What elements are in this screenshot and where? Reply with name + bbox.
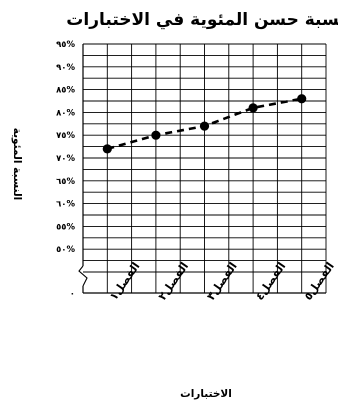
x-tick-label: الفصل٤ bbox=[253, 260, 288, 303]
y-tick-label: ٥٥% bbox=[56, 222, 75, 232]
y-tick-label: ٨٥% bbox=[56, 86, 75, 96]
data-point bbox=[248, 103, 258, 113]
y-tick-label: ٦٥% bbox=[56, 177, 75, 187]
chart-title: نسبة حسن المئوية في الاختبارات bbox=[66, 10, 338, 30]
y-tick-label: ٩٥% bbox=[56, 40, 75, 50]
grid bbox=[83, 43, 327, 293]
y-tick-label: ٨٠% bbox=[56, 108, 75, 118]
x-tick-label: الفصل١ bbox=[107, 260, 142, 303]
y-tick-label: ٥٠% bbox=[56, 245, 75, 255]
y-axis-label: النسبة المئوية bbox=[11, 128, 23, 201]
y-tick-label: ٦٠% bbox=[56, 200, 75, 210]
x-axis-label: الاختبارات bbox=[180, 388, 232, 400]
x-tick-label: الفصل٢ bbox=[156, 260, 191, 303]
data-point bbox=[151, 130, 161, 140]
x-tick-label: الفصل٣ bbox=[204, 260, 239, 303]
y-tick-label: ٠ bbox=[70, 289, 75, 299]
y-tick-label: ٩٠% bbox=[56, 63, 75, 73]
data-points bbox=[102, 94, 307, 154]
data-point bbox=[199, 121, 210, 131]
y-tick-label: ٧٥% bbox=[56, 131, 75, 141]
y-tick-label: ٧٠% bbox=[56, 154, 75, 164]
x-tick-label: الفصل٥ bbox=[302, 260, 337, 303]
axis-break-zigzag bbox=[78, 265, 88, 287]
x-tick-labels: الفصل١ الفصل٢ الفصل٣ الفصل٤ الفصل٥ bbox=[107, 260, 337, 303]
data-point bbox=[102, 144, 112, 154]
data-point bbox=[297, 94, 307, 104]
y-tick-labels: ٠ ٥٠% ٥٥% ٦٠% ٦٥% ٧٠% ٧٥% ٨٠% ٨٥% ٩٠% ٩٥% bbox=[56, 40, 75, 299]
axes bbox=[78, 44, 326, 294]
